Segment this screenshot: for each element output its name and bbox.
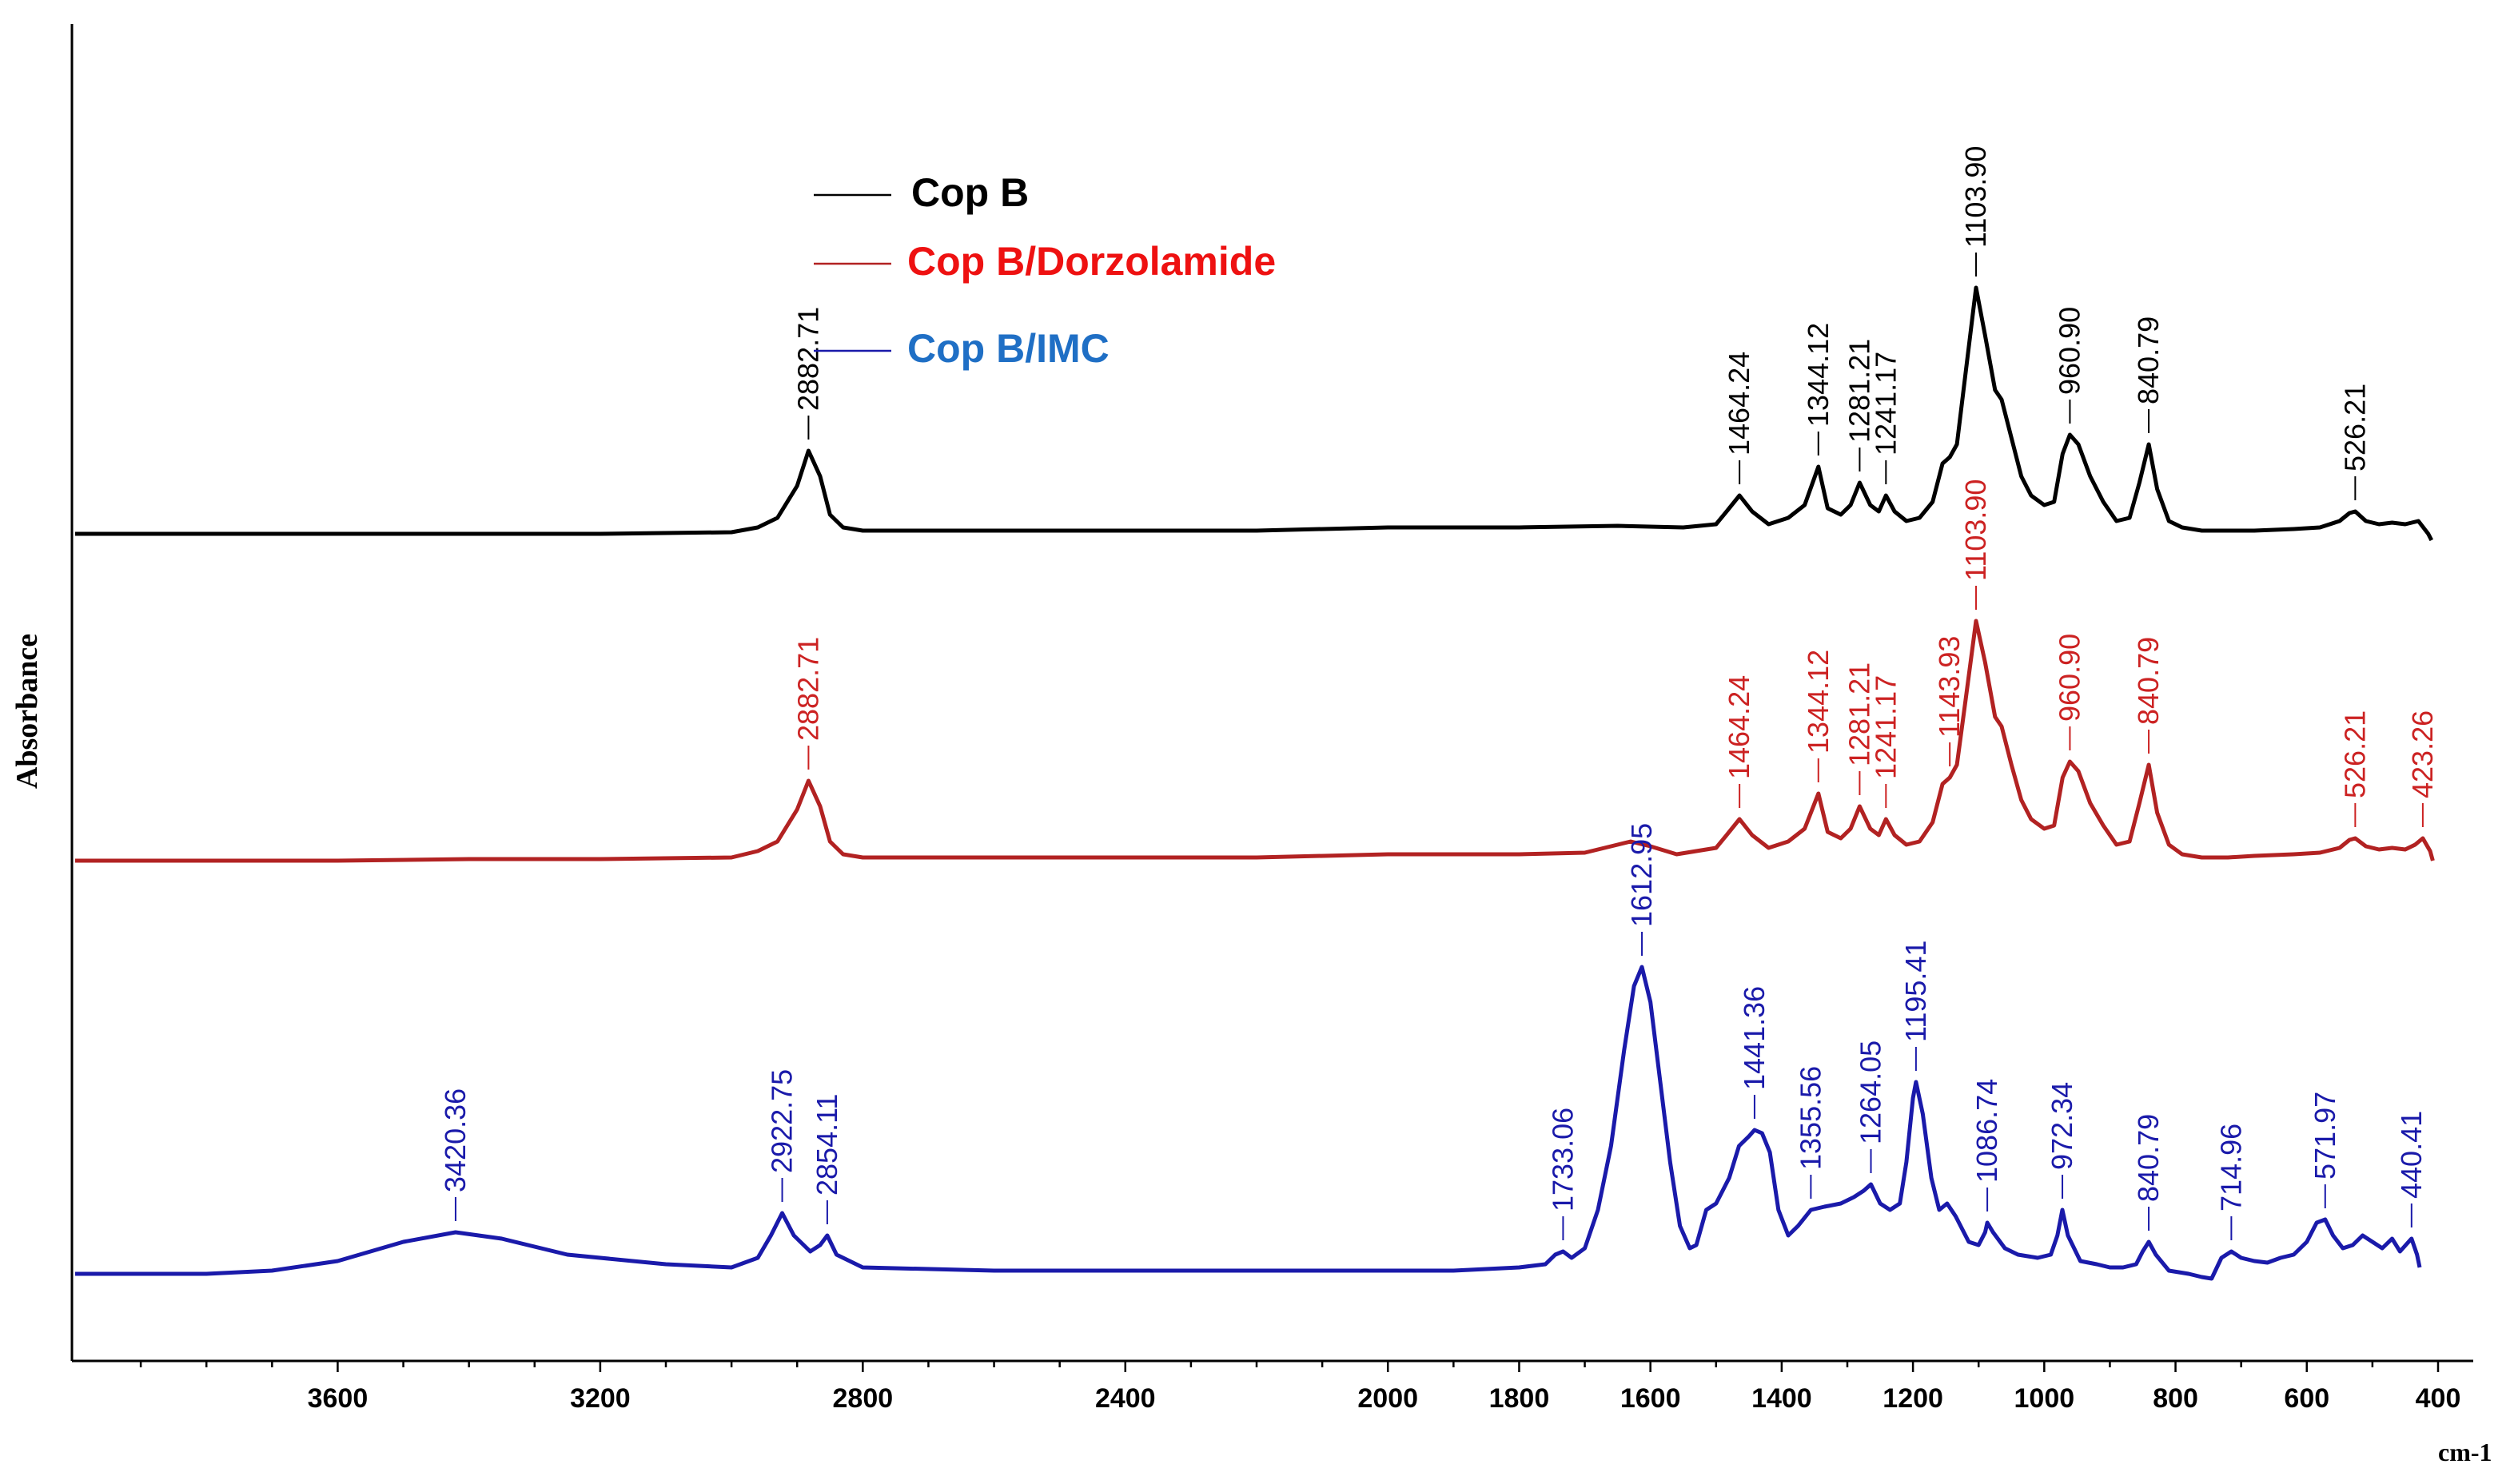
peak-label: 1241.17 — [1869, 352, 1902, 456]
peak-label: 1103.90 — [1959, 146, 1992, 248]
peak-label: 972.34 — [2046, 1082, 2078, 1170]
peak-label: 840.79 — [2132, 316, 2165, 404]
peak-label: 526.21 — [2338, 710, 2371, 798]
x-tick-label: 800 — [2153, 1383, 2198, 1414]
x-tick-label: 3200 — [570, 1383, 631, 1414]
peak-label: 2882.71 — [791, 307, 824, 411]
peak-label: 1464.24 — [1723, 675, 1755, 779]
spectra-series — [75, 285, 2435, 1281]
x-axis-title: cm-1 — [2438, 1438, 2492, 1466]
x-tick-label: 1600 — [1620, 1383, 1681, 1414]
spectrum-line — [75, 619, 2435, 863]
peak-label: 1241.17 — [1869, 675, 1902, 779]
peak-label: 526.21 — [2338, 384, 2371, 471]
peak-label: 1344.12 — [1802, 650, 1835, 754]
x-tick-label: 2400 — [1095, 1383, 1156, 1414]
x-tick-label: 1400 — [1751, 1383, 1812, 1414]
peak-label: 960.90 — [2053, 307, 2086, 395]
y-axis-title: Absorbance — [10, 634, 44, 789]
peak-label: 714.96 — [2214, 1124, 2247, 1211]
peak-label: 1612.95 — [1625, 823, 1658, 927]
peak-label: 1464.24 — [1723, 352, 1755, 456]
peak-label: 1355.56 — [1794, 1066, 1827, 1170]
x-tick-label: 1800 — [1489, 1383, 1550, 1414]
peak-label: 1103.90 — [1959, 479, 1992, 581]
peak-label: 1143.93 — [1933, 636, 1966, 738]
peak-label: 1264.05 — [1855, 1040, 1887, 1144]
peak-label: 1086.74 — [1970, 1079, 2003, 1183]
legend-label: Cop B — [911, 170, 1029, 215]
x-tick-label: 1200 — [1883, 1383, 1943, 1414]
peak-label: 2854.11 — [811, 1094, 843, 1196]
peak-label: 1281.21 — [1843, 339, 1875, 443]
peak-label: 1733.06 — [1546, 1108, 1579, 1211]
peak-label: 1441.36 — [1738, 986, 1771, 1090]
peak-label: 3420.36 — [439, 1088, 472, 1192]
peak-label: 1195.41 — [1899, 941, 1932, 1042]
x-tick-label: 400 — [2416, 1383, 2461, 1414]
peak-label: 1281.21 — [1843, 662, 1875, 766]
x-tick-label: 600 — [2284, 1383, 2329, 1414]
x-tick-label: 2800 — [833, 1383, 894, 1414]
peak-label: 440.41 — [2395, 1111, 2428, 1199]
peak-label: 423.26 — [2406, 710, 2439, 798]
legend-label: Cop B/Dorzolamide — [907, 239, 1276, 284]
peak-label: 960.90 — [2053, 634, 2086, 722]
peak-label: 571.97 — [2309, 1092, 2341, 1180]
x-axis-ticks: 3600 3200 2800 2400 2000 1800 1600 1400 1200 1000… — [139, 1361, 2461, 1414]
peak-label: 1344.12 — [1802, 323, 1835, 427]
peak-label: 840.79 — [2132, 637, 2165, 725]
x-tick-label: 3600 — [308, 1383, 369, 1414]
peak-label: 840.79 — [2132, 1114, 2165, 1202]
spectrum-line — [75, 965, 2422, 1281]
chart-legend: Cop B Cop B/Dorzolamide Cop B/IMC — [814, 170, 1276, 371]
peak-labels: 2882.71 1464.24 1344.12 1281.211241.171103.… — [439, 146, 2439, 1240]
peak-label: 2882.71 — [791, 637, 824, 741]
legend-label: Cop B/IMC — [907, 326, 1110, 371]
spectrum-line — [75, 285, 2434, 542]
x-tick-label: 2000 — [1357, 1383, 1418, 1414]
x-tick-label: 1000 — [2014, 1383, 2075, 1414]
peak-label: 2922.75 — [766, 1069, 799, 1173]
